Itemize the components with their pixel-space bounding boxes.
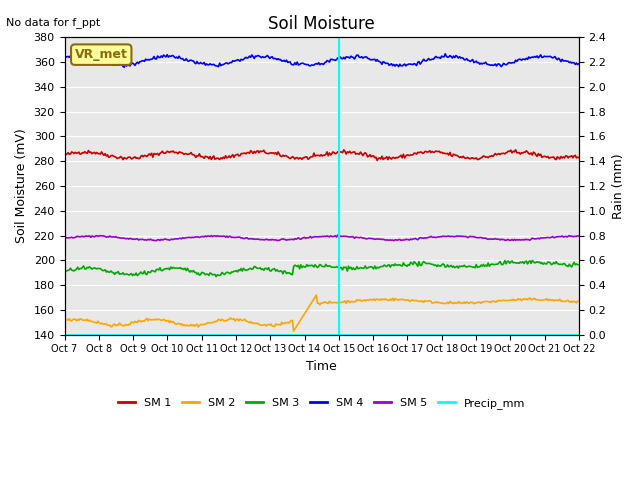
X-axis label: Time: Time [307,360,337,373]
Legend: SM 1, SM 2, SM 3, SM 4, SM 5, Precip_mm: SM 1, SM 2, SM 3, SM 4, SM 5, Precip_mm [114,394,529,414]
Title: Soil Moisture: Soil Moisture [268,15,375,33]
Y-axis label: Soil Moisture (mV): Soil Moisture (mV) [15,129,28,243]
Text: No data for f_ppt: No data for f_ppt [6,17,100,28]
Y-axis label: Rain (mm): Rain (mm) [612,153,625,219]
Text: VR_met: VR_met [75,48,128,61]
